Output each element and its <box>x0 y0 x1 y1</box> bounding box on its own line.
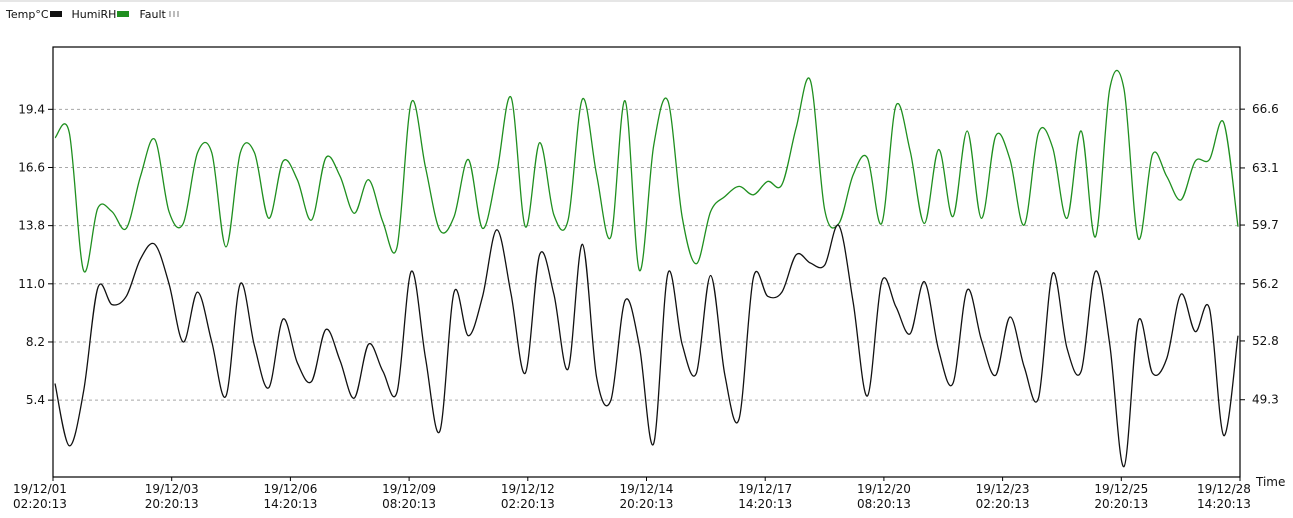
legend-humi-swatch <box>117 11 130 17</box>
legend-item-humi[interactable]: HumiRH <box>72 8 130 21</box>
x-tick-date: 19/12/28 <box>1197 482 1251 496</box>
x-tick-time: 02:20:13 <box>501 497 555 511</box>
right-tick-label: 49.3 <box>1252 393 1279 407</box>
left-tick-label: 5.4 <box>26 393 45 407</box>
right-tick-label: 52.8 <box>1252 334 1279 348</box>
legend-item-fault[interactable]: Fault <box>139 7 181 21</box>
legend-fault-label: Fault <box>139 7 166 21</box>
legend-temp-swatch <box>49 11 62 17</box>
left-tick-label: 11.0 <box>18 277 45 291</box>
right-tick-label: 63.1 <box>1252 161 1279 175</box>
x-tick-time: 14:20:13 <box>1197 497 1251 511</box>
x-tick-time: 14:20:13 <box>263 497 317 511</box>
x-tick-date: 19/12/17 <box>738 482 792 496</box>
right-axis: 49.3 52.8 56.2 59.7 63.1 66.6 <box>1240 102 1279 407</box>
right-tick-label: 56.2 <box>1252 277 1279 291</box>
x-tick-time: 08:20:13 <box>857 497 911 511</box>
x-tick-date: 19/12/25 <box>1094 482 1148 496</box>
series-line-humi <box>54 69 1239 273</box>
x-tick-time: 02:20:13 <box>976 497 1030 511</box>
left-tick-label: 13.8 <box>18 219 45 233</box>
x-tick-date: 19/12/03 <box>145 482 199 496</box>
legend-item-temp[interactable]: Temp°C <box>6 8 62 21</box>
left-axis: 5.4 8.2 11.0 13.8 16.6 19.4 <box>18 102 53 407</box>
legend: Temp°C HumiRH Fault <box>6 6 191 22</box>
x-tick-date: 19/12/23 <box>976 482 1030 496</box>
x-tick-date: 19/12/09 <box>382 482 436 496</box>
right-tick-label: 66.6 <box>1252 102 1279 116</box>
x-tick-time: 14:20:13 <box>738 497 792 511</box>
left-tick-label: 16.6 <box>18 160 45 174</box>
left-tick-label: 8.2 <box>26 335 45 349</box>
x-tick-time: 08:20:13 <box>382 497 436 511</box>
legend-temp-label: Temp°C <box>6 7 49 21</box>
x-tick-time: 20:20:13 <box>145 497 199 511</box>
left-tick-label: 19.4 <box>18 102 45 116</box>
x-tick-date: 19/12/01 <box>13 482 67 496</box>
right-tick-label: 59.7 <box>1252 218 1279 232</box>
x-tick-time: 20:20:13 <box>1094 497 1148 511</box>
series-line-temp <box>54 224 1239 468</box>
series-layer <box>54 69 1239 468</box>
top-divider <box>0 0 1293 2</box>
legend-humi-label: HumiRH <box>71 7 117 21</box>
x-tick-date: 19/12/20 <box>857 482 911 496</box>
x-tick-date: 19/12/06 <box>263 482 317 496</box>
x-tick-date: 19/12/12 <box>501 482 555 496</box>
x-tick-date: 19/12/14 <box>620 482 674 496</box>
x-axis-title: Time <box>1255 475 1285 489</box>
x-axis: 19/12/0102:20:1319/12/0320:20:1319/12/06… <box>13 477 1251 511</box>
x-tick-time: 20:20:13 <box>620 497 674 511</box>
x-tick-time: 02:20:13 <box>13 497 67 511</box>
legend-fault-swatch <box>168 11 181 17</box>
